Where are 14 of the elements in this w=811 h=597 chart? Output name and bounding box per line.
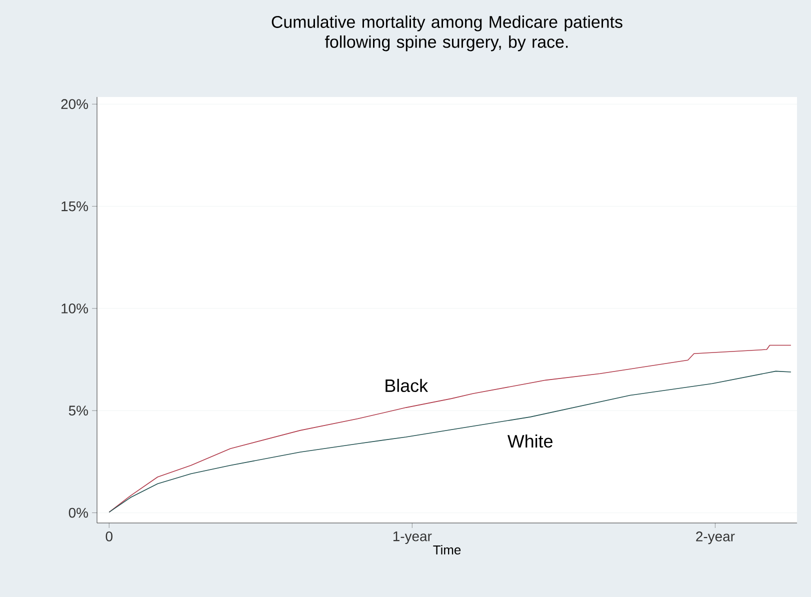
series-label: Black bbox=[386, 378, 428, 392]
x-tick-label: 0 bbox=[106, 531, 112, 542]
y-tick-label: 10% bbox=[62, 304, 88, 314]
x-tick-label: 2-year bbox=[696, 531, 735, 544]
y-tick-label: 15% bbox=[62, 201, 88, 212]
chart-title: Cumulative mortality among Medicare patients following spine surgery, by race. bbox=[272, 16, 622, 52]
series-label: White bbox=[508, 434, 552, 448]
x-axis-title: Time bbox=[433, 544, 461, 554]
line-series bbox=[108, 344, 792, 513]
y-tick-label: 5% bbox=[68, 406, 88, 416]
x-tick-label: 1-year bbox=[393, 532, 432, 544]
y-tick-label: 0% bbox=[68, 508, 88, 518]
line-series bbox=[108, 370, 792, 513]
y-tick-label: 20% bbox=[61, 99, 88, 110]
